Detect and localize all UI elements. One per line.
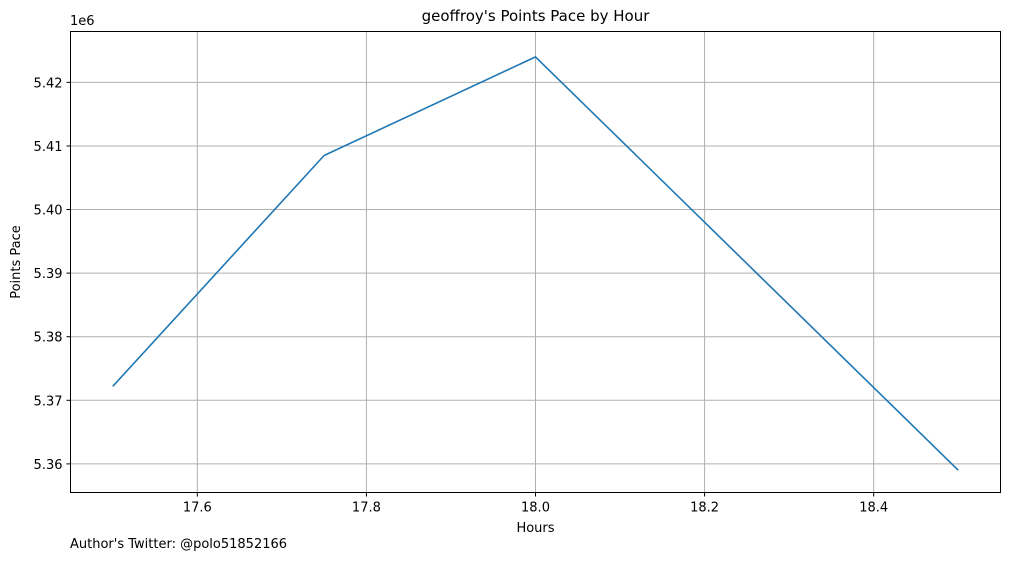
y-axis-label: Points Pace xyxy=(9,225,24,299)
x-tick-label: 17.6 xyxy=(183,501,212,516)
y-tick-label: 5.42 xyxy=(34,76,63,91)
y-tick-label: 5.41 xyxy=(34,140,63,155)
y-tick-label: 5.40 xyxy=(34,204,63,219)
x-axis-label: Hours xyxy=(516,521,554,536)
y-tick-label: 5.39 xyxy=(34,267,63,282)
x-axis: 17.6 17.8 18.0 18.2 18.4 xyxy=(183,492,888,516)
x-tick-label: 18.4 xyxy=(859,501,888,516)
grid xyxy=(70,31,1001,493)
series-line xyxy=(112,56,959,471)
y-offset-label: 1e6 xyxy=(70,14,95,29)
chart-title: geoffroy's Points Pace by Hour xyxy=(422,7,651,25)
y-tick-label: 5.36 xyxy=(34,458,63,473)
y-axis: 5.36 5.37 5.38 5.39 5.40 5.41 5.42 xyxy=(34,76,71,473)
y-tick-label: 5.38 xyxy=(34,331,63,346)
series-layer xyxy=(112,56,959,471)
x-tick-label: 18.0 xyxy=(521,501,550,516)
author-credit: Author's Twitter: @polo51852166 xyxy=(70,537,288,552)
x-tick-label: 18.2 xyxy=(690,501,719,516)
x-tick-label: 17.8 xyxy=(352,501,381,516)
y-tick-label: 5.37 xyxy=(34,394,63,409)
